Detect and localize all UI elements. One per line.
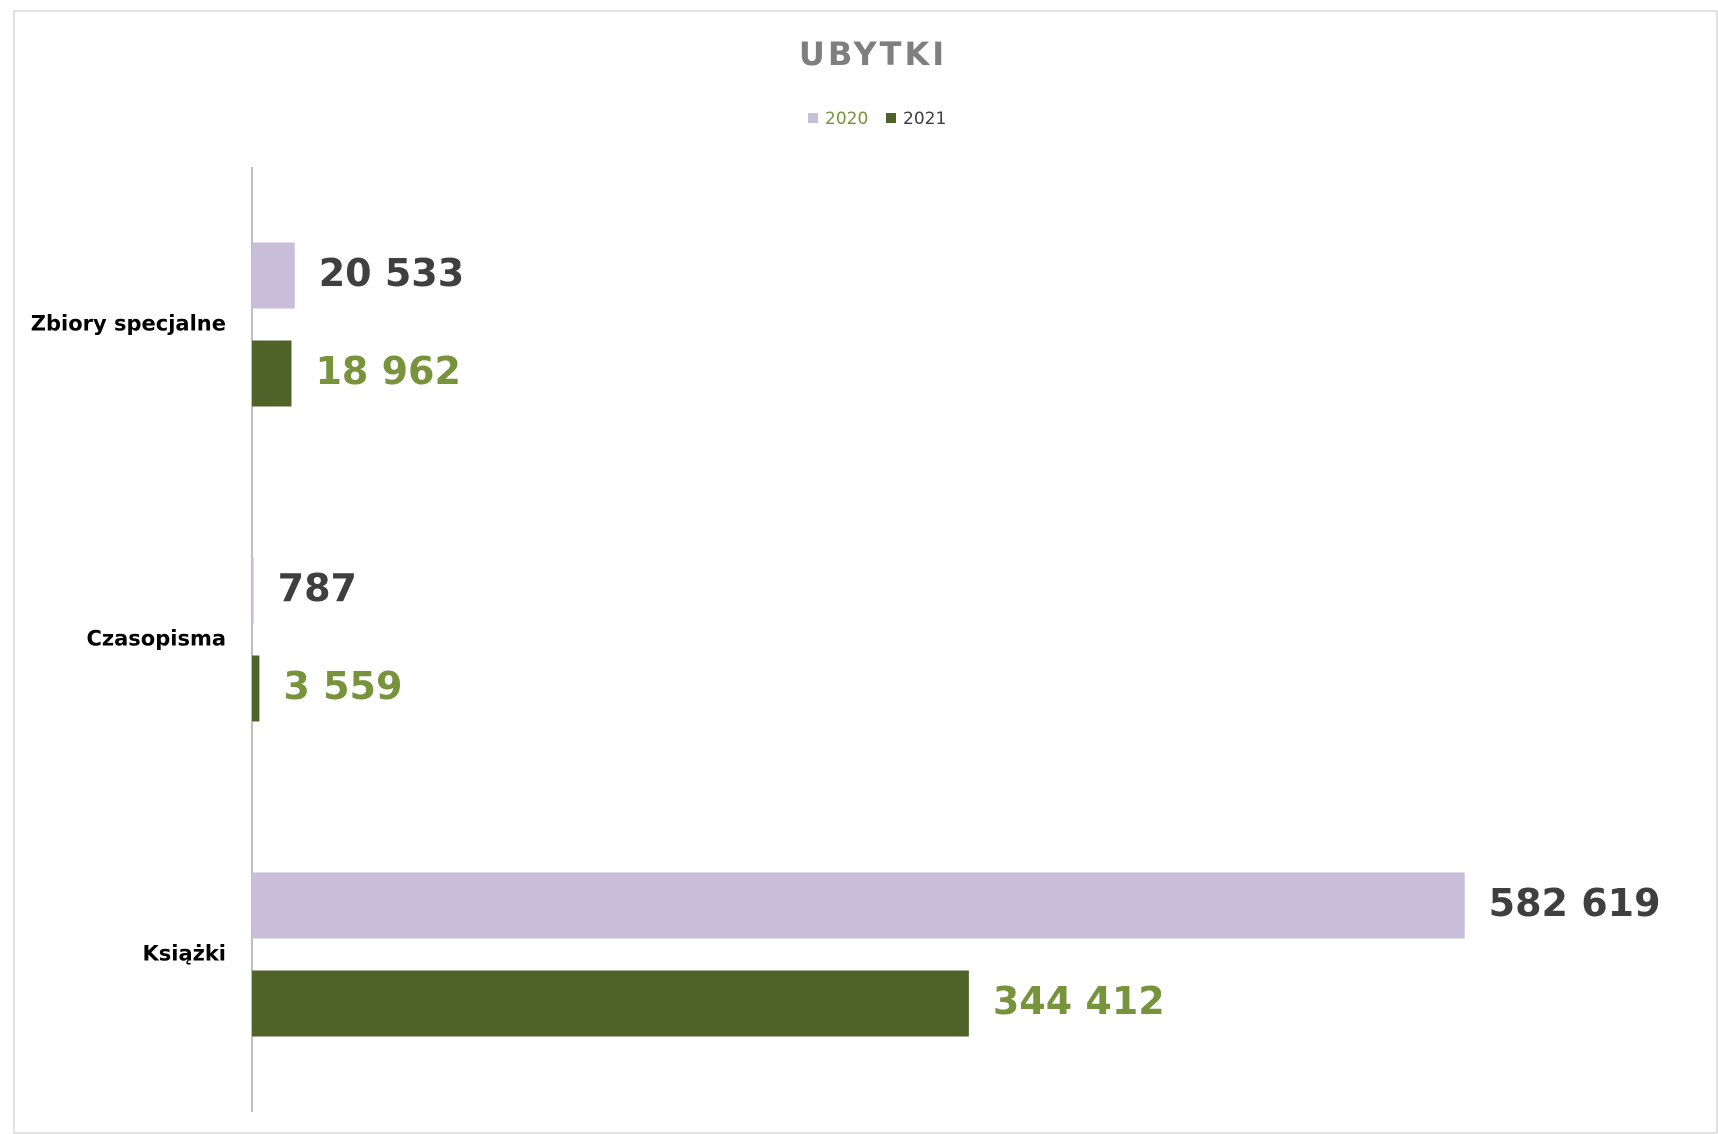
bar [252,872,1465,939]
bar [252,557,254,624]
value-label: 582 619 [1489,881,1661,925]
chart-frame [13,10,1718,1134]
category-label: Czasopisma [86,627,226,651]
legend-label: 2020 [825,109,868,129]
legend-swatch [886,113,896,123]
category-label: Książki [142,942,226,966]
legend-label: 2021 [903,109,946,129]
bar [252,340,292,407]
value-label: 20 533 [319,251,464,295]
value-label: 3 559 [283,664,402,708]
value-label: 787 [278,566,357,610]
category-label: Zbiory specjalne [31,312,226,336]
bar [252,970,969,1037]
value-label: 344 412 [993,979,1165,1023]
legend-swatch [808,113,818,123]
value-label: 18 962 [315,349,460,393]
bar [252,242,295,309]
chart-title: UBYTKI [799,35,947,73]
bar [252,655,260,722]
